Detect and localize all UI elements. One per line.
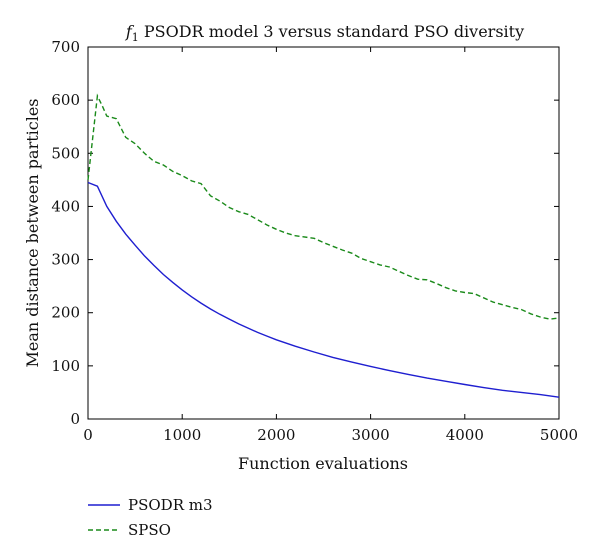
chart-title: f1 PSODR model 3 versus standard PSO div… — [125, 22, 524, 44]
x-tick-label: 5000 — [540, 426, 578, 444]
y-tick-label: 600 — [51, 91, 80, 109]
y-tick-label: 500 — [51, 144, 80, 162]
chart-title-subscript: 1 — [132, 31, 139, 44]
legend: PSODR m3 SPSO — [88, 496, 213, 539]
plot-area-frame — [87, 46, 560, 420]
y-tick-label: 0 — [70, 410, 80, 428]
axis-ticks: 0 1000 2000 3000 4000 5000 0 100 200 300 400 500 600… — [51, 38, 578, 444]
y-tick-label: 700 — [51, 38, 80, 56]
chart-title-text: PSODR model 3 versus standard PSO divers… — [139, 22, 524, 41]
y-tick-label: 100 — [51, 357, 80, 375]
y-axis-label: Mean distance between particles — [23, 98, 42, 367]
y-tick-label: 300 — [51, 251, 80, 269]
legend-label-psodr-m3: PSODR m3 — [128, 496, 213, 514]
x-tick-label: 1000 — [163, 426, 201, 444]
x-tick-label: 4000 — [446, 426, 484, 444]
y-tick-label: 200 — [51, 304, 80, 322]
series-layer — [87, 93, 560, 398]
x-axis-label: Function evaluations — [238, 454, 408, 473]
y-tick-label: 400 — [51, 197, 80, 215]
x-tick-label: 0 — [83, 426, 93, 444]
series-line-spso — [87, 93, 560, 320]
legend-label-spso: SPSO — [128, 521, 171, 539]
chart-title-prefix: f — [125, 22, 135, 41]
series-line-psodr-m3 — [87, 181, 560, 398]
x-tick-label: 2000 — [257, 426, 295, 444]
x-tick-label: 3000 — [352, 426, 390, 444]
